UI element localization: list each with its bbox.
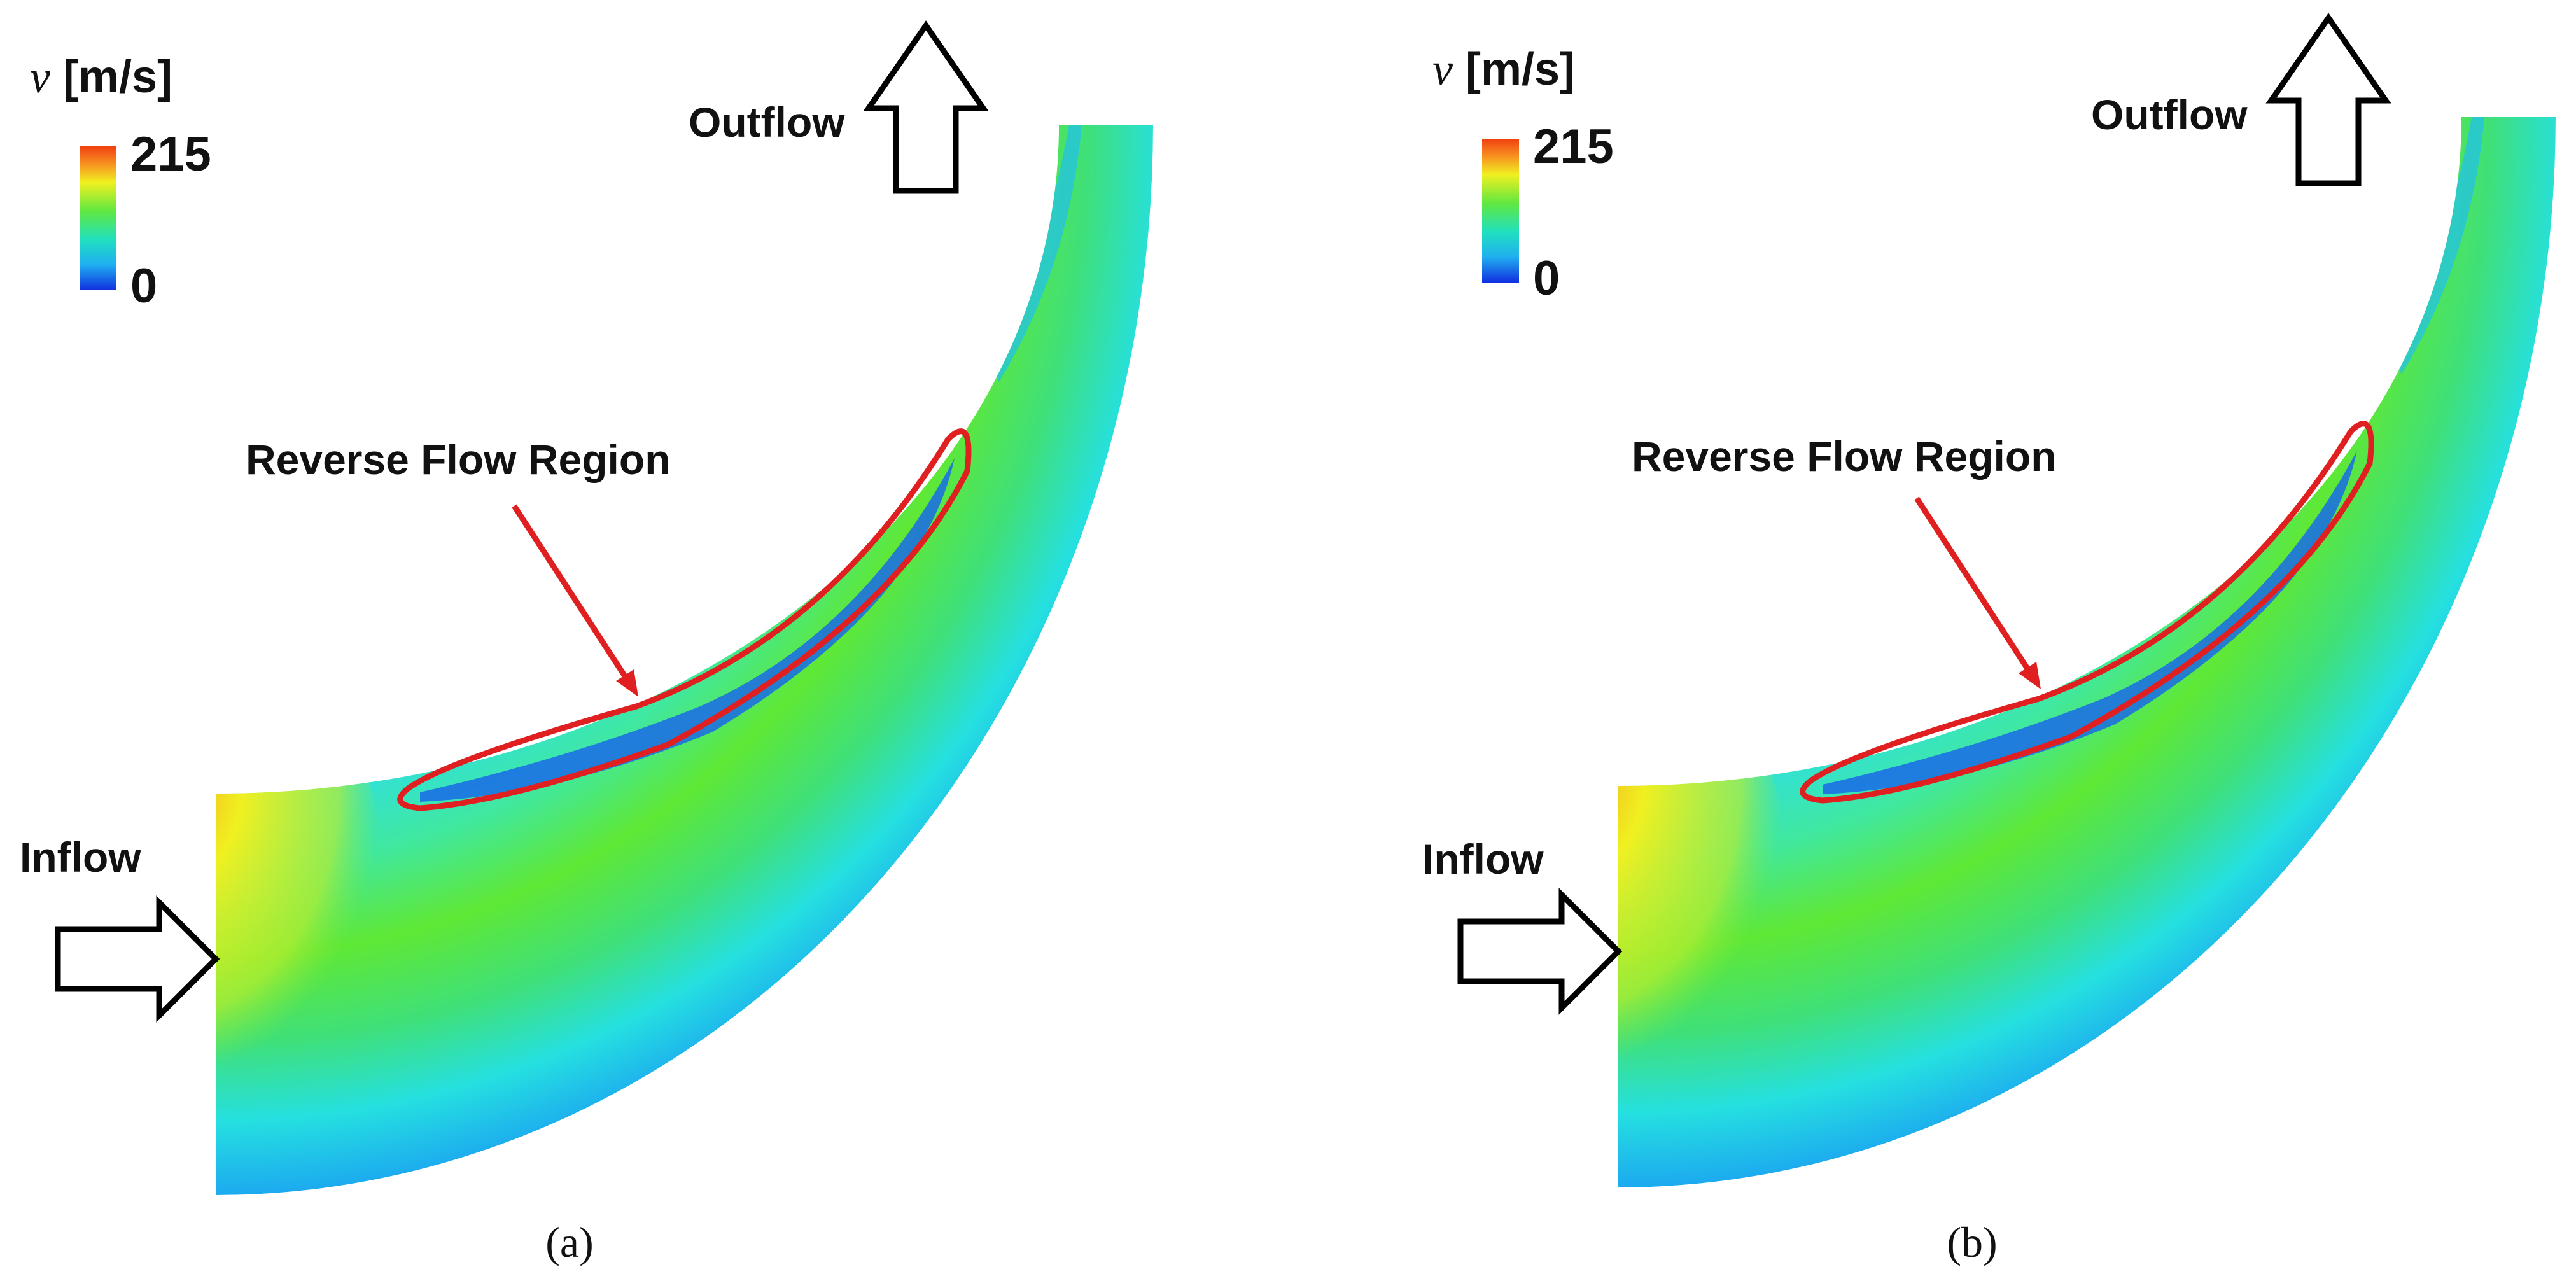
caption: (a) xyxy=(545,1218,593,1266)
velocity-contour xyxy=(1460,5,2556,1187)
inflow-label: Inflow xyxy=(20,834,141,881)
legend-min: 0 xyxy=(1533,251,1560,305)
outflow-label: Outflow xyxy=(689,99,845,146)
outflow-label: Outflow xyxy=(2091,91,2248,138)
panel-a: v [m/s] 215 0 Outflow Inflow Reverse Flo… xyxy=(20,13,1153,1266)
legend-max: 215 xyxy=(1533,120,1614,174)
inflow-label: Inflow xyxy=(1422,836,1544,883)
velocity-contour xyxy=(58,13,1153,1195)
legend-title: v [m/s] xyxy=(30,52,172,102)
legend-title: v [m/s] xyxy=(1432,44,1575,95)
caption: (b) xyxy=(1947,1218,1997,1266)
annotation: Reverse Flow Region xyxy=(1632,433,2057,480)
legend-min: 0 xyxy=(130,259,157,313)
panel-b: v [m/s] 215 0 Outflow Inflow Reverse Flo… xyxy=(1422,5,2556,1266)
legend-max: 215 xyxy=(130,127,211,181)
annotation: Reverse Flow Region xyxy=(246,436,671,483)
